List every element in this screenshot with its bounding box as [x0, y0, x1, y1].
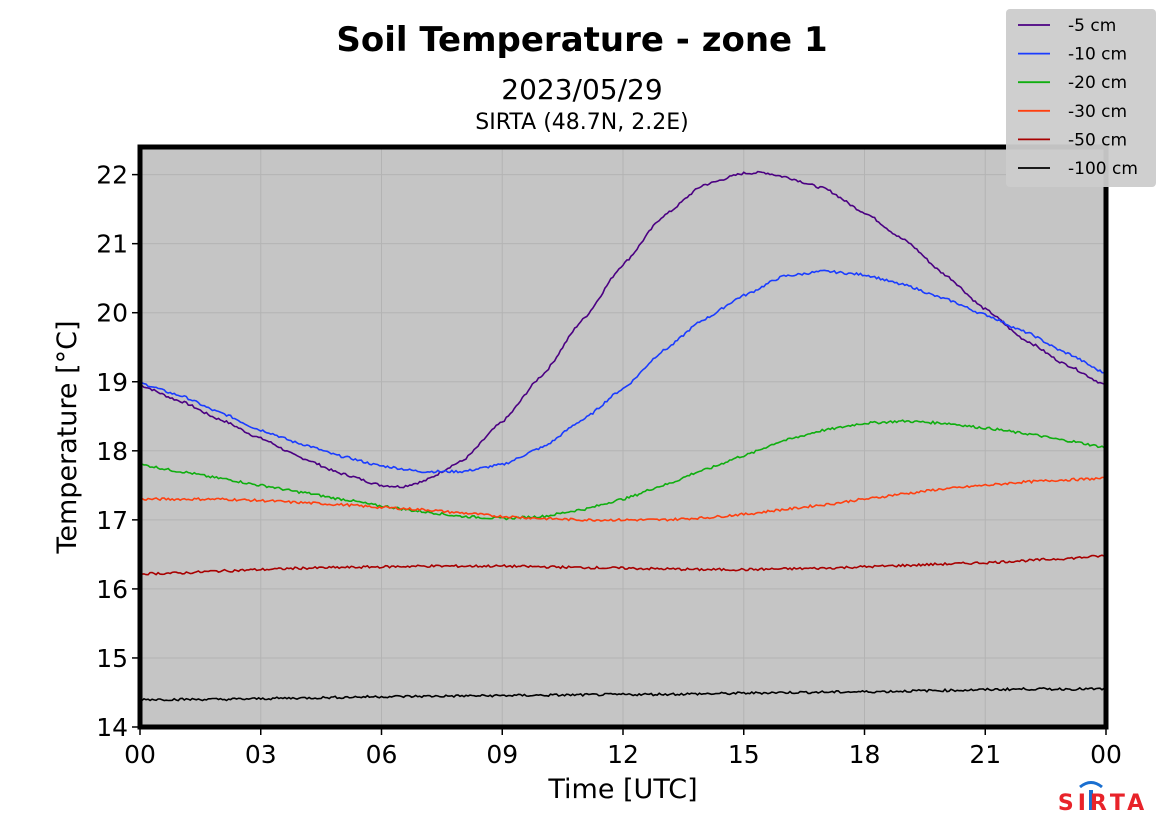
- y-tick-label: 14: [96, 713, 128, 742]
- y-tick-label: 21: [96, 230, 128, 259]
- x-tick-label: 06: [366, 740, 398, 769]
- logo-arc: [1079, 781, 1103, 789]
- legend-label: -5 cm: [1068, 16, 1116, 36]
- legend-label: -100 cm: [1068, 159, 1138, 179]
- x-axis-label: Time [UTC]: [547, 774, 697, 805]
- logo-text: SIRTA: [1058, 791, 1148, 814]
- series-lines: [139, 170, 1107, 702]
- y-tick-label: 16: [96, 575, 128, 604]
- series-line-1: [139, 170, 1107, 489]
- y-tick-label: 22: [96, 161, 128, 190]
- x-tick-label: 12: [607, 740, 639, 769]
- series-line-5: [139, 554, 1107, 576]
- series-line-2: [139, 269, 1107, 474]
- x-tick-label: 00: [1090, 740, 1122, 769]
- legend-label: -50 cm: [1068, 130, 1127, 150]
- x-tick-label: 03: [245, 740, 277, 769]
- logo-bar: [1089, 790, 1093, 810]
- x-tick-label: 15: [728, 740, 760, 769]
- series-line-3: [139, 419, 1107, 521]
- series-line-6: [139, 686, 1107, 702]
- legend-label: -20 cm: [1068, 73, 1127, 93]
- chart-location: SIRTA (48.7N, 2.2E): [475, 110, 688, 135]
- x-tick-label: 18: [849, 740, 881, 769]
- y-tick-label: 19: [96, 368, 128, 397]
- y-tick-label: 18: [96, 437, 128, 466]
- y-axis-label: Temperature [°C]: [52, 320, 83, 554]
- x-tick-label: 21: [969, 740, 1001, 769]
- legend: -5 cm -10 cm -20 cm -30 cm -50 cm -100 cm: [1006, 9, 1156, 187]
- chart-date: 2023/05/29: [501, 73, 662, 106]
- chart-title: Soil Temperature - zone 1: [336, 20, 827, 60]
- sirta-logo: SIRTA: [1058, 781, 1148, 814]
- x-tick-label: 09: [486, 740, 518, 769]
- legend-label: -10 cm: [1068, 45, 1127, 65]
- y-tick-label: 20: [96, 299, 128, 328]
- x-tick-label: 00: [124, 740, 156, 769]
- legend-label: -30 cm: [1068, 102, 1127, 122]
- y-tick-label: 17: [96, 506, 128, 535]
- series-line-4: [139, 476, 1107, 522]
- y-tick-label: 15: [96, 644, 128, 673]
